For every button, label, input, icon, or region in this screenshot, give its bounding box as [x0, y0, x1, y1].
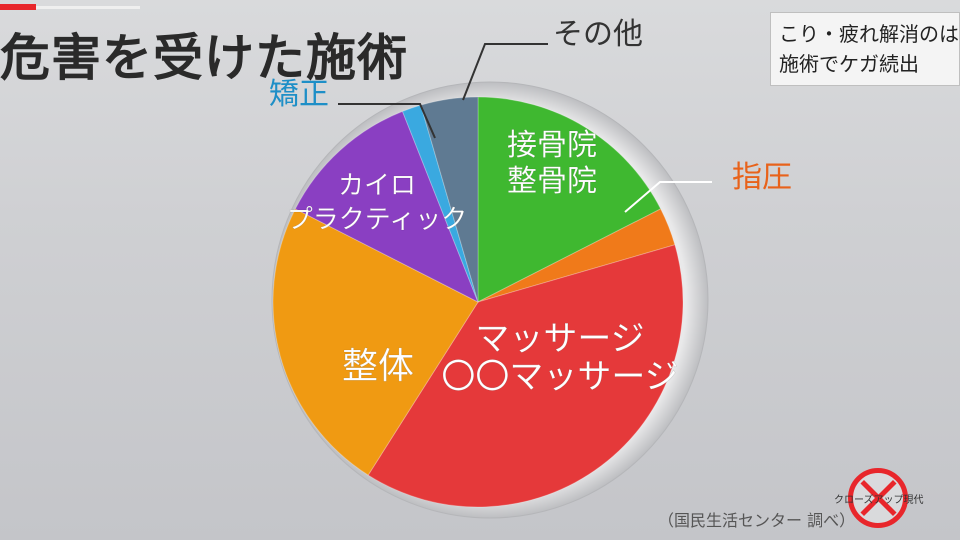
pie-slice-4	[294, 110, 479, 304]
leader-line-6	[462, 43, 548, 101]
source-note: （国民生活センター 調べ）	[658, 511, 856, 530]
subtitle-line-1: こり・疲れ解消のはず	[779, 22, 960, 46]
accent-line	[36, 6, 140, 9]
slice-label-0-line-0: 接骨院	[507, 128, 597, 163]
pie-slice-2	[367, 244, 684, 508]
slice-label-2-line-1: 〇〇マッサージ	[441, 357, 678, 397]
page-title: 危害を受けた施術	[0, 29, 408, 87]
slice-label-3-line-0: 整体	[342, 346, 414, 387]
slice-label-4-line-0: カイロ	[338, 171, 416, 201]
program-logo	[848, 468, 908, 528]
slice-label-4-line-1: プラクティック	[287, 205, 467, 235]
slice-label-5-line-0: 矯正	[269, 77, 329, 112]
slice-label-0-line-1: 整骨院	[507, 164, 597, 199]
slice-label-6-line-0: その他	[553, 17, 643, 52]
pie-slice-3	[272, 208, 479, 476]
leader-line-1	[624, 181, 712, 213]
subtitle-box: こり・疲れ解消のはず 施術でケガ続出	[770, 12, 960, 86]
accent-bar	[0, 4, 36, 10]
slice-label-1-line-0: 指圧	[732, 160, 792, 195]
pie-slice-1	[477, 208, 676, 303]
leader-line-5	[338, 103, 436, 139]
leader-lines	[338, 43, 712, 213]
logo-text: クローズアップ現代	[834, 495, 924, 506]
pie-slices	[272, 96, 684, 508]
subtitle-line-2: 施術でケガ続出	[779, 52, 919, 76]
slice-label-2-line-0: マッサージ	[475, 319, 644, 359]
